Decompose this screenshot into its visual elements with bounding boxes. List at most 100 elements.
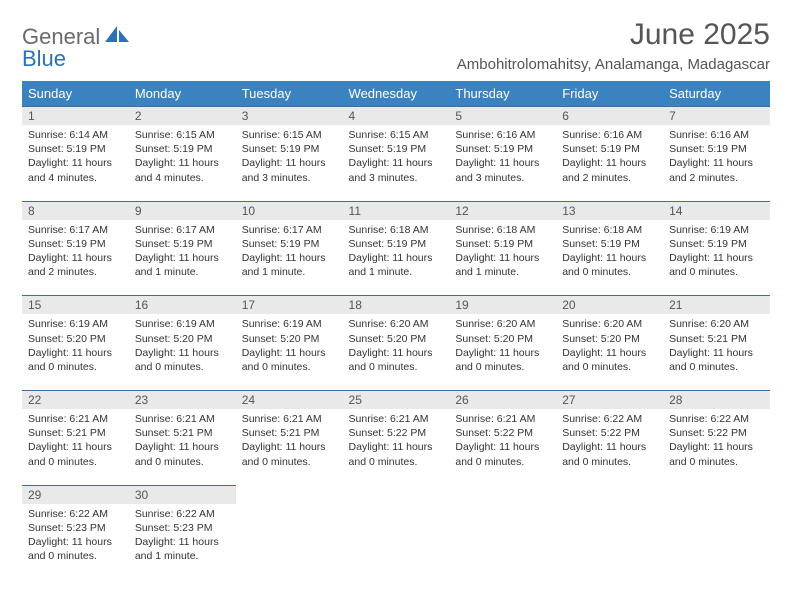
day-cell: 30Sunrise: 6:22 AMSunset: 5:23 PMDayligh… [129,485,236,574]
day-number: 4 [343,106,450,125]
day-cell: 3Sunrise: 6:15 AMSunset: 5:19 PMDaylight… [236,106,343,195]
day-body: Sunrise: 6:21 AMSunset: 5:21 PMDaylight:… [129,409,236,479]
title-block: June 2025 Ambohitrolomahitsy, Analamanga… [457,18,770,73]
sunrise-text: Sunrise: 6:21 AM [455,412,550,426]
sunrise-text: Sunrise: 6:17 AM [242,223,337,237]
sunrise-text: Sunrise: 6:16 AM [669,128,764,142]
sunset-text: Sunset: 5:20 PM [242,332,337,346]
week-row: 8Sunrise: 6:17 AMSunset: 5:19 PMDaylight… [22,201,770,290]
daylight-text: Daylight: 11 hours and 0 minutes. [455,346,550,374]
day-cell [663,485,770,574]
day-number: 1 [22,106,129,125]
daylight-text: Daylight: 11 hours and 3 minutes. [455,156,550,184]
sunset-text: Sunset: 5:19 PM [242,237,337,251]
day-body: Sunrise: 6:17 AMSunset: 5:19 PMDaylight:… [236,220,343,290]
sunrise-text: Sunrise: 6:16 AM [562,128,657,142]
daylight-text: Daylight: 11 hours and 0 minutes. [135,440,230,468]
week-row: 22Sunrise: 6:21 AMSunset: 5:21 PMDayligh… [22,390,770,479]
day-number: 3 [236,106,343,125]
day-cell: 11Sunrise: 6:18 AMSunset: 5:19 PMDayligh… [343,201,450,290]
day-number: 15 [22,295,129,314]
day-cell: 21Sunrise: 6:20 AMSunset: 5:21 PMDayligh… [663,295,770,384]
daylight-text: Daylight: 11 hours and 1 minute. [242,251,337,279]
day-body: Sunrise: 6:21 AMSunset: 5:21 PMDaylight:… [22,409,129,479]
sunrise-text: Sunrise: 6:20 AM [669,317,764,331]
week-row: 1Sunrise: 6:14 AMSunset: 5:19 PMDaylight… [22,106,770,195]
day-cell: 25Sunrise: 6:21 AMSunset: 5:22 PMDayligh… [343,390,450,479]
header: General Blue June 2025 Ambohitrolomahits… [22,18,770,73]
daylight-text: Daylight: 11 hours and 1 minute. [349,251,444,279]
day-number: 26 [449,390,556,409]
day-cell: 10Sunrise: 6:17 AMSunset: 5:19 PMDayligh… [236,201,343,290]
day-cell: 8Sunrise: 6:17 AMSunset: 5:19 PMDaylight… [22,201,129,290]
day-cell: 1Sunrise: 6:14 AMSunset: 5:19 PMDaylight… [22,106,129,195]
day-body: Sunrise: 6:18 AMSunset: 5:19 PMDaylight:… [343,220,450,290]
sunset-text: Sunset: 5:22 PM [669,426,764,440]
day-body: Sunrise: 6:22 AMSunset: 5:22 PMDaylight:… [663,409,770,479]
day-body: Sunrise: 6:19 AMSunset: 5:20 PMDaylight:… [22,314,129,384]
daylight-text: Daylight: 11 hours and 0 minutes. [28,346,123,374]
sunrise-text: Sunrise: 6:17 AM [28,223,123,237]
day-number: 29 [22,485,129,504]
week-row: 29Sunrise: 6:22 AMSunset: 5:23 PMDayligh… [22,485,770,574]
sunrise-text: Sunrise: 6:21 AM [349,412,444,426]
day-number: 23 [129,390,236,409]
day-number: 16 [129,295,236,314]
day-number: 10 [236,201,343,220]
daylight-text: Daylight: 11 hours and 0 minutes. [135,346,230,374]
day-number: 30 [129,485,236,504]
sunrise-text: Sunrise: 6:22 AM [135,507,230,521]
daylight-text: Daylight: 11 hours and 0 minutes. [28,535,123,563]
daylight-text: Daylight: 11 hours and 2 minutes. [562,156,657,184]
day-number: 19 [449,295,556,314]
day-cell: 9Sunrise: 6:17 AMSunset: 5:19 PMDaylight… [129,201,236,290]
day-body: Sunrise: 6:20 AMSunset: 5:20 PMDaylight:… [556,314,663,384]
sunrise-text: Sunrise: 6:21 AM [242,412,337,426]
sunset-text: Sunset: 5:21 PM [242,426,337,440]
day-number: 22 [22,390,129,409]
daylight-text: Daylight: 11 hours and 0 minutes. [349,346,444,374]
day-cell: 17Sunrise: 6:19 AMSunset: 5:20 PMDayligh… [236,295,343,384]
sunset-text: Sunset: 5:19 PM [135,142,230,156]
day-cell: 15Sunrise: 6:19 AMSunset: 5:20 PMDayligh… [22,295,129,384]
sunset-text: Sunset: 5:19 PM [28,237,123,251]
sunset-text: Sunset: 5:22 PM [562,426,657,440]
sunset-text: Sunset: 5:22 PM [349,426,444,440]
sunrise-text: Sunrise: 6:22 AM [562,412,657,426]
sunrise-text: Sunrise: 6:21 AM [28,412,123,426]
daylight-text: Daylight: 11 hours and 0 minutes. [349,440,444,468]
day-body: Sunrise: 6:22 AMSunset: 5:22 PMDaylight:… [556,409,663,479]
sunrise-text: Sunrise: 6:15 AM [135,128,230,142]
day-number: 9 [129,201,236,220]
sunrise-text: Sunrise: 6:19 AM [669,223,764,237]
sunset-text: Sunset: 5:21 PM [135,426,230,440]
day-cell: 23Sunrise: 6:21 AMSunset: 5:21 PMDayligh… [129,390,236,479]
day-number: 14 [663,201,770,220]
day-cell: 19Sunrise: 6:20 AMSunset: 5:20 PMDayligh… [449,295,556,384]
sunset-text: Sunset: 5:21 PM [28,426,123,440]
logo-text-2: Blue [22,46,66,71]
day-cell: 16Sunrise: 6:19 AMSunset: 5:20 PMDayligh… [129,295,236,384]
day-body: Sunrise: 6:18 AMSunset: 5:19 PMDaylight:… [556,220,663,290]
day-header-row: Sunday Monday Tuesday Wednesday Thursday… [22,81,770,106]
day-cell [236,485,343,574]
day-cell: 24Sunrise: 6:21 AMSunset: 5:21 PMDayligh… [236,390,343,479]
sunset-text: Sunset: 5:21 PM [669,332,764,346]
day-number: 8 [22,201,129,220]
day-header: Monday [129,81,236,106]
day-body: Sunrise: 6:14 AMSunset: 5:19 PMDaylight:… [22,125,129,195]
day-number: 20 [556,295,663,314]
sunrise-text: Sunrise: 6:21 AM [135,412,230,426]
day-number: 18 [343,295,450,314]
day-header: Saturday [663,81,770,106]
sunrise-text: Sunrise: 6:18 AM [562,223,657,237]
daylight-text: Daylight: 11 hours and 0 minutes. [28,440,123,468]
sunset-text: Sunset: 5:22 PM [455,426,550,440]
sunrise-text: Sunrise: 6:17 AM [135,223,230,237]
sunrise-text: Sunrise: 6:20 AM [455,317,550,331]
day-body: Sunrise: 6:16 AMSunset: 5:19 PMDaylight:… [449,125,556,195]
day-body: Sunrise: 6:19 AMSunset: 5:20 PMDaylight:… [129,314,236,384]
day-cell: 14Sunrise: 6:19 AMSunset: 5:19 PMDayligh… [663,201,770,290]
day-number: 6 [556,106,663,125]
daylight-text: Daylight: 11 hours and 4 minutes. [28,156,123,184]
